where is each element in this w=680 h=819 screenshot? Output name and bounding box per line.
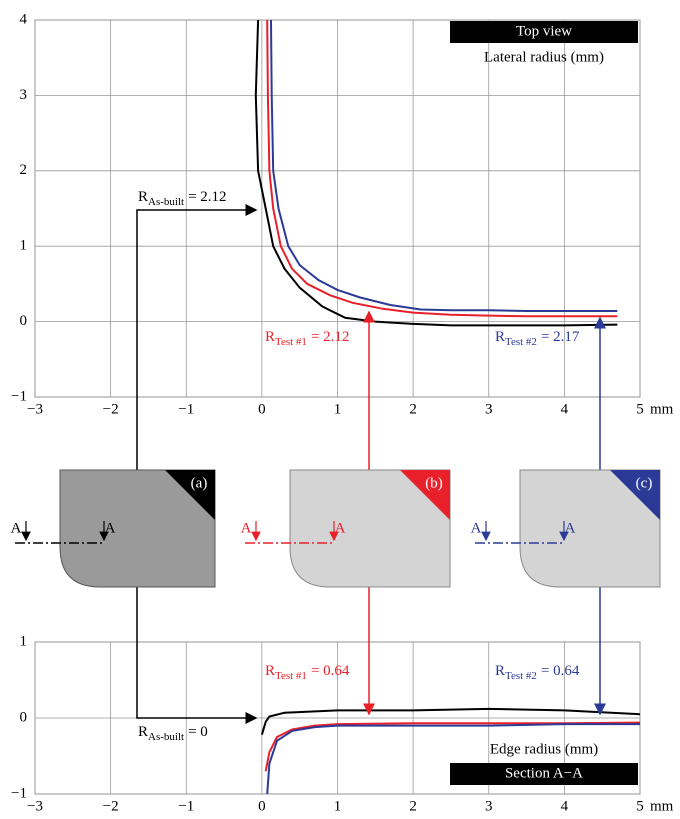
- y-tick-label: 0: [20, 709, 28, 725]
- y-tick-label: 4: [20, 11, 28, 27]
- chart-subtitle: Lateral radius (mm): [484, 49, 604, 65]
- x-unit: mm: [650, 401, 674, 417]
- x-tick-label: −1: [178, 798, 194, 814]
- annotation-value: = 2.12: [188, 189, 226, 205]
- panel-label: (a): [191, 475, 208, 491]
- x-tick-label: 2: [409, 401, 417, 417]
- x-tick-label: 3: [485, 798, 493, 814]
- annotation-symbol: R: [138, 189, 148, 205]
- panel-label: (c): [636, 475, 653, 491]
- x-tick-label: 0: [258, 798, 266, 814]
- x-tick-label: 5: [636, 401, 644, 417]
- annotation-subscript: As-built: [148, 196, 184, 208]
- x-unit: mm: [650, 798, 674, 814]
- annotation-value: = 0.64: [311, 663, 350, 679]
- x-tick-label: 5: [636, 798, 644, 814]
- panel-label: (b): [425, 475, 443, 491]
- section-label: A: [335, 520, 346, 536]
- x-tick-label: −3: [27, 798, 43, 814]
- y-tick-label: 1: [20, 238, 28, 254]
- x-tick-label: 4: [561, 401, 569, 417]
- annotation-subscript: Test #2: [505, 336, 537, 348]
- y-tick-label: −1: [11, 388, 27, 404]
- x-tick-label: −1: [178, 401, 194, 417]
- x-tick-label: −2: [103, 798, 119, 814]
- section-label: A: [471, 520, 482, 536]
- x-tick-label: −3: [27, 401, 43, 417]
- annotation-symbol: R: [138, 724, 148, 740]
- x-tick-label: 2: [409, 798, 417, 814]
- annotation-value: = 0: [188, 724, 208, 740]
- chart-title: Top view: [516, 23, 572, 39]
- x-tick-label: 1: [334, 401, 342, 417]
- x-tick-label: −2: [103, 401, 119, 417]
- y-tick-label: 3: [20, 87, 28, 103]
- annotation-subscript: As-built: [148, 731, 184, 743]
- section-label: A: [105, 520, 116, 536]
- annotation-value: = 2.17: [541, 329, 580, 345]
- annotation-subscript: Test #2: [505, 670, 537, 682]
- annotation-symbol: R: [495, 663, 505, 679]
- section-label: A: [11, 520, 22, 536]
- annotation-symbol: R: [265, 663, 275, 679]
- annotation-subscript: Test #1: [275, 670, 307, 682]
- y-tick-label: 1: [20, 633, 28, 649]
- y-tick-label: −1: [11, 785, 27, 801]
- x-tick-label: 3: [485, 401, 493, 417]
- figure: −3 −2 −1 0 1 2 3 4 5 mm −1 0 1 2 3 4 Top view Lateral rad…: [0, 0, 680, 814]
- annotation-value: = 2.12: [311, 329, 349, 345]
- x-tick-label: 0: [258, 401, 266, 417]
- annotation-subscript: Test #1: [275, 336, 307, 348]
- annotation-symbol: R: [495, 329, 505, 345]
- y-tick-label: 0: [20, 313, 28, 329]
- x-tick-label: 1: [334, 798, 342, 814]
- annotation-symbol: R: [265, 329, 275, 345]
- x-tick-label: 4: [561, 798, 569, 814]
- y-tick-label: 2: [20, 162, 28, 178]
- chart-title: Section A−A: [505, 765, 583, 781]
- annotation-value: = 0.64: [541, 663, 580, 679]
- section-label: A: [241, 520, 252, 536]
- chart-subtitle: Edge radius (mm): [490, 741, 598, 757]
- section-label: A: [565, 520, 576, 536]
